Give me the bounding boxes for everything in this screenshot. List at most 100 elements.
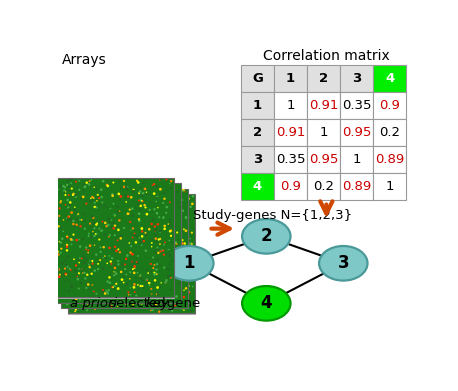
Point: [114, 303, 122, 309]
Point: [153, 266, 160, 273]
Point: [86, 277, 93, 283]
Point: [129, 239, 136, 246]
Point: [63, 209, 70, 215]
Point: [107, 203, 114, 209]
Point: [53, 226, 60, 232]
Point: [156, 177, 164, 183]
Point: [154, 226, 162, 233]
Text: 2: 2: [319, 72, 328, 85]
Point: [174, 230, 181, 236]
Point: [125, 278, 132, 284]
Point: [87, 196, 95, 202]
Point: [55, 295, 63, 301]
Point: [114, 264, 121, 270]
Point: [147, 288, 154, 294]
Point: [90, 195, 97, 201]
Point: [129, 251, 136, 257]
Point: [85, 233, 92, 239]
Point: [84, 301, 92, 307]
Point: [129, 259, 136, 265]
Point: [162, 260, 169, 266]
Point: [133, 178, 141, 184]
Point: [110, 292, 117, 298]
Point: [150, 265, 157, 271]
Point: [81, 184, 88, 190]
Point: [130, 193, 137, 199]
Point: [83, 233, 90, 239]
Point: [106, 284, 114, 290]
Point: [82, 297, 89, 303]
Point: [90, 194, 97, 200]
Point: [119, 263, 126, 269]
Point: [157, 286, 164, 292]
Point: [165, 271, 172, 277]
Point: [145, 275, 152, 282]
Point: [153, 215, 160, 222]
Point: [151, 235, 158, 241]
Point: [121, 218, 128, 224]
Point: [170, 234, 178, 240]
Point: [77, 221, 84, 228]
Point: [81, 277, 88, 283]
Point: [96, 226, 103, 232]
Point: [173, 252, 180, 258]
Bar: [373, 173, 406, 200]
Point: [181, 240, 189, 247]
Point: [167, 274, 174, 280]
Point: [136, 211, 143, 217]
Point: [169, 277, 176, 283]
Point: [135, 260, 142, 266]
Point: [135, 239, 142, 245]
Point: [91, 275, 98, 281]
Point: [123, 271, 130, 278]
Point: [70, 191, 77, 197]
Point: [109, 225, 117, 231]
Point: [169, 205, 177, 212]
Point: [85, 208, 92, 215]
Point: [83, 230, 91, 236]
Point: [67, 288, 75, 294]
Point: [144, 248, 152, 255]
Point: [77, 195, 85, 201]
Point: [153, 291, 160, 298]
Point: [96, 273, 104, 280]
Point: [186, 240, 194, 247]
Point: [90, 220, 98, 226]
Point: [91, 203, 98, 209]
Point: [98, 220, 106, 226]
Point: [77, 223, 84, 230]
Point: [73, 255, 80, 262]
Point: [87, 283, 94, 289]
Point: [89, 221, 97, 227]
Point: [141, 194, 148, 200]
Point: [77, 188, 84, 194]
Point: [78, 239, 86, 246]
Point: [98, 187, 105, 193]
Point: [182, 210, 189, 216]
Point: [111, 213, 119, 219]
Point: [126, 283, 134, 290]
Point: [100, 240, 107, 247]
Point: [96, 246, 104, 252]
Point: [60, 268, 68, 274]
Point: [165, 276, 172, 282]
Point: [103, 303, 110, 309]
Point: [152, 232, 159, 238]
Point: [111, 259, 119, 265]
Point: [132, 205, 140, 211]
Point: [71, 281, 79, 287]
Point: [103, 259, 110, 265]
Point: [64, 197, 71, 203]
Point: [160, 264, 168, 271]
Point: [122, 233, 129, 240]
Point: [72, 220, 80, 226]
Point: [63, 244, 71, 250]
Point: [113, 202, 120, 208]
Point: [151, 283, 158, 289]
Point: [54, 248, 61, 255]
Point: [109, 202, 116, 208]
Point: [141, 262, 148, 268]
Point: [122, 192, 129, 199]
Point: [177, 293, 184, 300]
Point: [164, 201, 171, 208]
